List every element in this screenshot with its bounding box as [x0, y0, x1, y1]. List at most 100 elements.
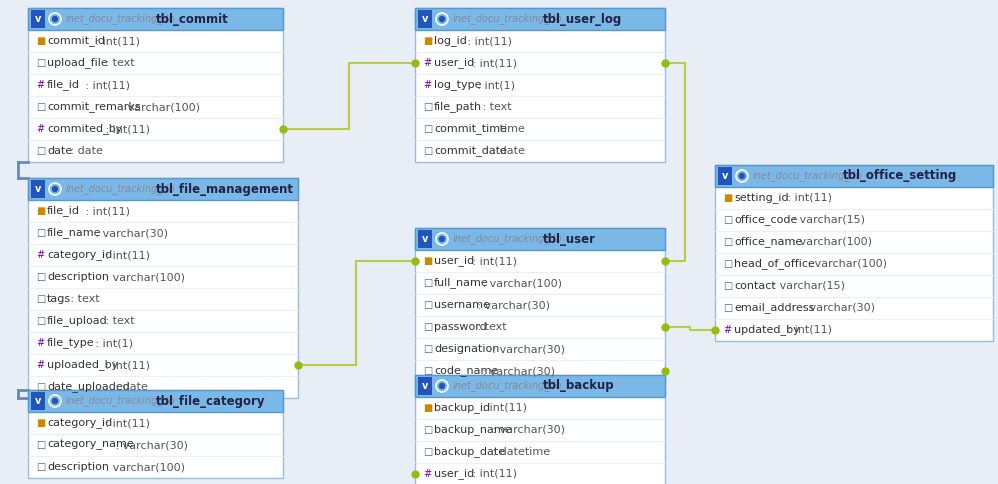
Text: : text: : text [479, 102, 512, 112]
Circle shape [439, 16, 444, 21]
Text: : int(11): : int(11) [92, 36, 140, 46]
Bar [28, 178, 298, 200]
Text: : int(11): : int(11) [102, 360, 150, 370]
Text: : date: : date [67, 146, 103, 156]
Text: #: # [36, 80, 44, 90]
Text: inet_docu_tracking_db: inet_docu_tracking_db [66, 183, 176, 195]
Text: : datetime: : datetime [489, 447, 550, 457]
Bar [715, 165, 993, 341]
Text: tbl_office_setting: tbl_office_setting [843, 169, 957, 182]
Text: file_id: file_id [47, 206, 80, 216]
Text: file_path: file_path [434, 102, 482, 112]
Text: ■: ■ [423, 256, 432, 266]
Text: □: □ [423, 146, 432, 156]
Text: date_uploaded: date_uploaded [47, 381, 130, 393]
Text: : int(1): : int(1) [474, 80, 515, 90]
Text: commit_id: commit_id [47, 35, 105, 46]
Text: file_id: file_id [47, 79, 80, 91]
Bar [415, 375, 665, 397]
Bar [415, 8, 665, 30]
Text: #: # [423, 58, 431, 68]
Text: inet_docu_tracking_db: inet_docu_tracking_db [453, 14, 563, 25]
Text: : text: : text [474, 322, 507, 332]
Text: commit_remarks: commit_remarks [47, 102, 141, 112]
Text: code_name: code_name [434, 365, 498, 377]
Text: v: v [35, 14, 41, 24]
Text: □: □ [723, 237, 733, 247]
Text: : varchar(100): : varchar(100) [804, 259, 887, 269]
Text: □: □ [423, 425, 432, 435]
Text: file_upload: file_upload [47, 316, 108, 326]
Text: : text: : text [67, 294, 100, 304]
Text: tbl_user_log: tbl_user_log [543, 13, 623, 26]
Text: ■: ■ [423, 403, 432, 413]
Circle shape [53, 186, 58, 192]
Circle shape [439, 383, 444, 389]
Text: : int(11): : int(11) [479, 403, 527, 413]
Bar [718, 167, 732, 185]
Text: tags: tags [47, 294, 71, 304]
Bar [415, 375, 665, 484]
Text: □: □ [423, 124, 432, 134]
Text: ■: ■ [423, 36, 432, 46]
Text: uploaded_by: uploaded_by [47, 360, 118, 370]
Text: : date: : date [489, 146, 525, 156]
Text: : int(11): : int(11) [469, 256, 517, 266]
Bar [28, 8, 283, 162]
Text: : int(1): : int(1) [92, 338, 133, 348]
Text: #: # [423, 469, 431, 479]
Text: file_type: file_type [47, 337, 95, 348]
Text: category_name: category_name [47, 440, 134, 450]
Text: □: □ [423, 102, 432, 112]
Text: □: □ [723, 303, 733, 313]
Text: □: □ [423, 300, 432, 310]
Bar [715, 165, 993, 187]
Text: : varchar(100): : varchar(100) [479, 278, 562, 288]
Text: office_code: office_code [734, 214, 797, 226]
Text: □: □ [36, 58, 45, 68]
Text: : text: : text [102, 58, 135, 68]
Bar [28, 390, 283, 412]
Text: file_name: file_name [47, 227, 102, 239]
Text: : varchar(100): : varchar(100) [117, 102, 200, 112]
Text: □: □ [36, 382, 45, 392]
Text: v: v [422, 234, 428, 244]
Text: description: description [47, 462, 109, 472]
Text: office_name: office_name [734, 237, 802, 247]
Text: description: description [47, 272, 109, 282]
Text: : int(11): : int(11) [82, 80, 130, 90]
Bar [415, 8, 665, 162]
Text: □: □ [723, 259, 733, 269]
Text: □: □ [36, 272, 45, 282]
Text: designation: designation [434, 344, 499, 354]
Text: □: □ [36, 228, 45, 238]
Text: backup_date: backup_date [434, 447, 505, 457]
Circle shape [740, 173, 745, 179]
Bar [415, 228, 665, 382]
Text: #: # [36, 338, 44, 348]
Text: setting_id: setting_id [734, 193, 788, 203]
Text: v: v [422, 381, 428, 391]
Bar [418, 10, 432, 28]
Circle shape [53, 398, 58, 404]
Text: : int(11): : int(11) [784, 325, 832, 335]
Text: user_id: user_id [434, 256, 474, 267]
Text: ■: ■ [723, 193, 733, 203]
Text: inet_docu_tracking_db: inet_docu_tracking_db [453, 234, 563, 244]
Bar [418, 377, 432, 395]
Text: : varchar(100): : varchar(100) [102, 272, 185, 282]
Text: #: # [423, 80, 431, 90]
Text: inet_docu_tracking_db: inet_docu_tracking_db [753, 170, 862, 182]
Text: □: □ [423, 278, 432, 288]
Text: log_id: log_id [434, 35, 467, 46]
Text: inet_docu_tracking_db: inet_docu_tracking_db [66, 395, 176, 407]
Text: contact: contact [734, 281, 775, 291]
Text: □: □ [36, 294, 45, 304]
Text: commit_time: commit_time [434, 123, 507, 135]
Text: commit_date: commit_date [434, 146, 507, 156]
Text: : varchar(30): : varchar(30) [799, 303, 875, 313]
Text: □: □ [723, 215, 733, 225]
Text: user_id: user_id [434, 58, 474, 68]
Text: : date: : date [112, 382, 148, 392]
Text: email_address: email_address [734, 302, 814, 314]
